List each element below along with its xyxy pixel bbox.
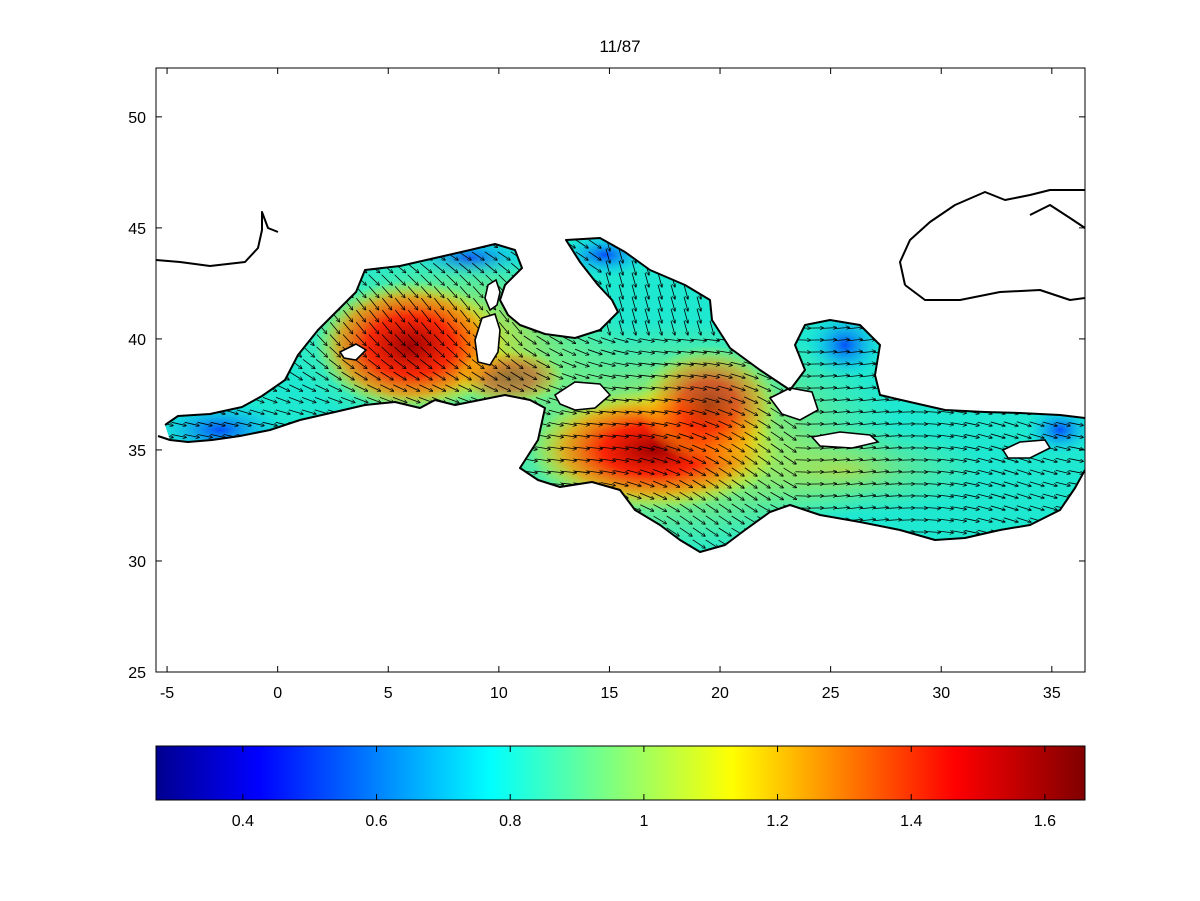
colorbar-axis: 0.4 0.6 0.8 1 1.2 1.4 1.6 — [232, 746, 1056, 830]
island-peloponnese — [768, 387, 819, 421]
map-x-tick-label: 0 — [273, 685, 282, 702]
colorbar: 0.4 0.6 0.8 1 1.2 1.4 1.6 — [155, 745, 1086, 830]
map-y-tick-label: 40 — [128, 332, 146, 349]
map-axes: -5 0 5 10 15 20 25 30 35 25 30 35 40 45 50 — [128, 67, 1086, 702]
map-y-tick-label: 45 — [128, 221, 146, 238]
island-corsica — [484, 278, 501, 312]
map-y-tick-label: 35 — [128, 443, 146, 460]
map-y-tick-label: 50 — [128, 110, 146, 127]
colorbar-gradient — [156, 746, 1085, 800]
map-x-tick-label: 10 — [490, 685, 508, 702]
island-majorca — [338, 343, 368, 361]
islands — [338, 278, 1052, 459]
sea-field — [165, 238, 1085, 552]
colorbar-frame — [155, 745, 1086, 801]
map-x-tick-label: 5 — [384, 685, 393, 702]
colorbar-tick-label: 0.8 — [499, 813, 521, 830]
map-x-axis: -5 0 5 10 15 20 25 30 35 — [160, 68, 1061, 702]
map-x-tick-label: 20 — [711, 685, 729, 702]
colorbar-tick-label: 1.4 — [900, 813, 922, 830]
map-x-tick-label: -5 — [160, 685, 174, 702]
map-x-tick-label: 25 — [822, 685, 840, 702]
island-sicily — [553, 381, 612, 411]
island-sardinia — [474, 313, 501, 366]
map-frame — [155, 67, 1086, 673]
map-x-tick-label: 35 — [1043, 685, 1061, 702]
map-x-tick-label: 30 — [932, 685, 950, 702]
colorbar-tick-label: 0.4 — [232, 813, 254, 830]
colorbar-tick-label: 1 — [639, 813, 648, 830]
map-y-tick-label: 30 — [128, 554, 146, 571]
map-y-axis: 25 30 35 40 45 50 — [128, 110, 1085, 682]
coast-atlantic-france — [156, 211, 279, 267]
map-title: 11/87 — [599, 37, 640, 56]
island-cyprus — [1001, 439, 1052, 459]
colorbar-tick-label: 1.2 — [766, 813, 788, 830]
map-x-tick-label: 15 — [601, 685, 619, 702]
coastline — [156, 189, 1085, 553]
colorbar-tick-label: 0.6 — [365, 813, 387, 830]
island-crete — [810, 431, 880, 449]
coast-sea-outline — [157, 237, 1085, 553]
coast-black-sea — [899, 189, 1085, 301]
colorbar-tick-label: 1.6 — [1034, 813, 1056, 830]
map-y-tick-label: 25 — [128, 665, 146, 682]
